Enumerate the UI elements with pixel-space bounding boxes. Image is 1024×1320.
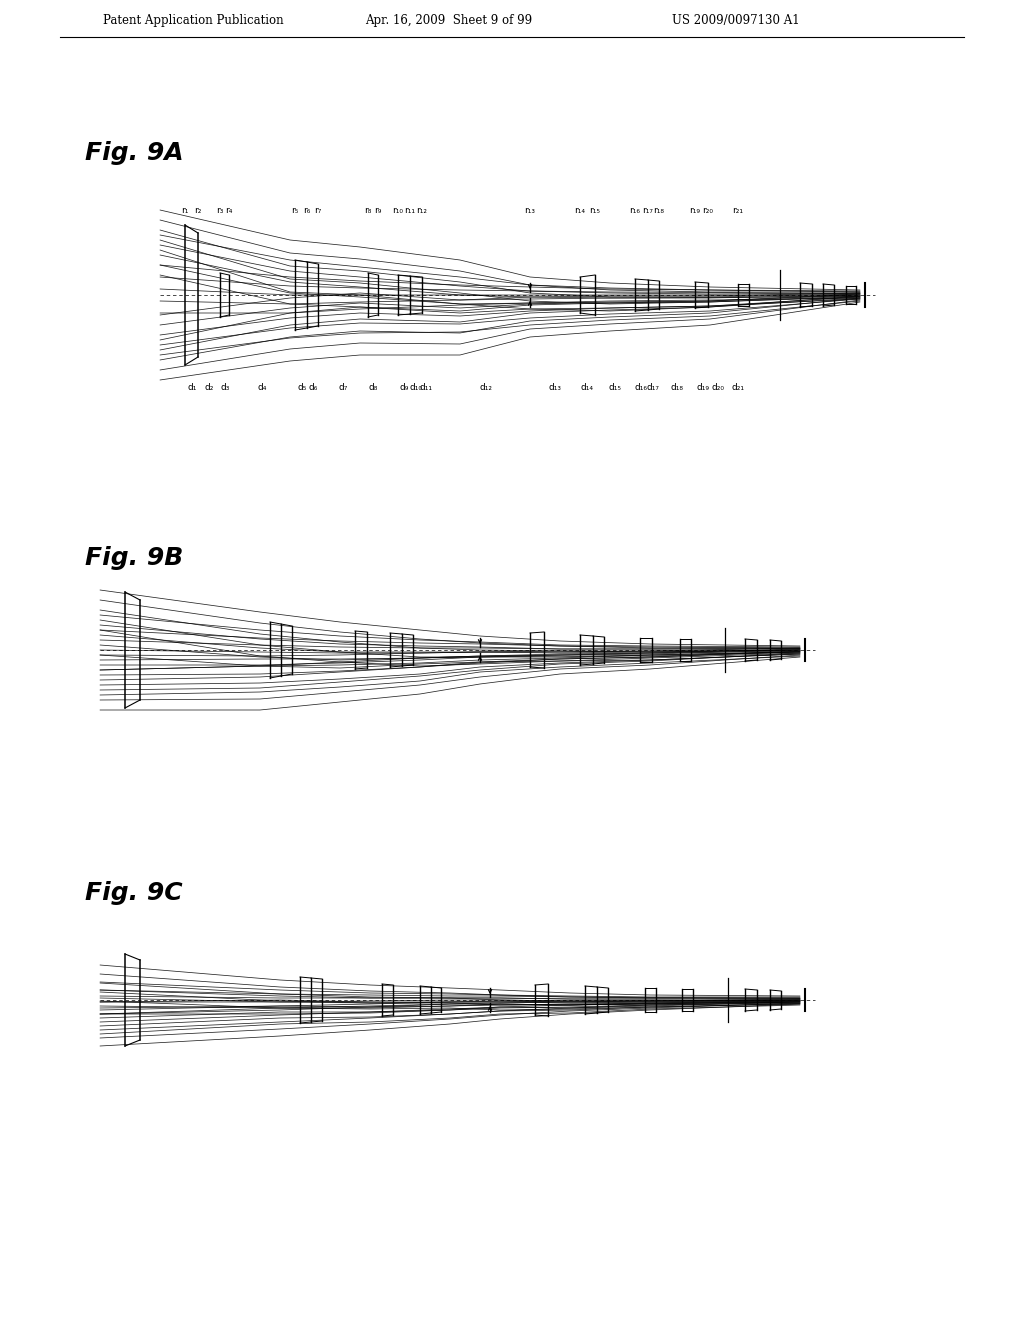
- Text: r₉: r₉: [375, 206, 382, 215]
- Text: r₂₀: r₂₀: [702, 206, 714, 215]
- Text: r₇: r₇: [314, 206, 322, 215]
- Text: Patent Application Publication: Patent Application Publication: [103, 15, 284, 26]
- Text: d₁₉: d₁₉: [696, 383, 710, 392]
- Text: r₁₀: r₁₀: [392, 206, 403, 215]
- Text: d₁₃: d₁₃: [549, 383, 561, 392]
- Text: r₁₁: r₁₁: [404, 206, 416, 215]
- Text: d₈: d₈: [369, 383, 378, 392]
- Text: Apr. 16, 2009  Sheet 9 of 99: Apr. 16, 2009 Sheet 9 of 99: [365, 15, 532, 26]
- Text: d₁₈: d₁₈: [671, 383, 683, 392]
- Text: Fig. 9A: Fig. 9A: [85, 141, 183, 165]
- Text: r₅: r₅: [291, 206, 299, 215]
- Text: d₁₆: d₁₆: [635, 383, 647, 392]
- Text: r₁₈: r₁₈: [653, 206, 665, 215]
- Text: d₇: d₇: [338, 383, 348, 392]
- Text: Fig. 9C: Fig. 9C: [85, 880, 182, 906]
- Text: d₁₁: d₁₁: [420, 383, 432, 392]
- Text: US 2009/0097130 A1: US 2009/0097130 A1: [672, 15, 800, 26]
- Text: d₁₇: d₁₇: [646, 383, 659, 392]
- Text: r₃: r₃: [216, 206, 223, 215]
- Text: r₄: r₄: [225, 206, 232, 215]
- Text: d₅: d₅: [297, 383, 306, 392]
- Text: d₂: d₂: [205, 383, 214, 392]
- Text: r₁₄: r₁₄: [574, 206, 586, 215]
- Text: d₄: d₄: [257, 383, 266, 392]
- Text: r₁₉: r₁₉: [689, 206, 700, 215]
- Text: d₁: d₁: [187, 383, 197, 392]
- Text: r₁₅: r₁₅: [590, 206, 600, 215]
- Text: d₁₀: d₁₀: [410, 383, 423, 392]
- Text: d₁₂: d₁₂: [479, 383, 493, 392]
- Text: r₁₆: r₁₆: [630, 206, 640, 215]
- Text: r₂: r₂: [195, 206, 202, 215]
- Text: r₁₇: r₁₇: [642, 206, 653, 215]
- Text: d₁₅: d₁₅: [608, 383, 622, 392]
- Text: d₂₁: d₂₁: [731, 383, 744, 392]
- Text: d₉: d₉: [399, 383, 409, 392]
- Text: d₃: d₃: [220, 383, 229, 392]
- Text: d₆: d₆: [308, 383, 317, 392]
- Text: r₁: r₁: [181, 206, 188, 215]
- Text: r₁₃: r₁₃: [524, 206, 536, 215]
- Text: r₆: r₆: [303, 206, 310, 215]
- Text: r₂₁: r₂₁: [732, 206, 743, 215]
- Text: r₁₂: r₁₂: [417, 206, 427, 215]
- Text: r₈: r₈: [365, 206, 372, 215]
- Text: d₂₀: d₂₀: [712, 383, 725, 392]
- Text: d₁₄: d₁₄: [581, 383, 594, 392]
- Text: Fig. 9B: Fig. 9B: [85, 546, 183, 570]
